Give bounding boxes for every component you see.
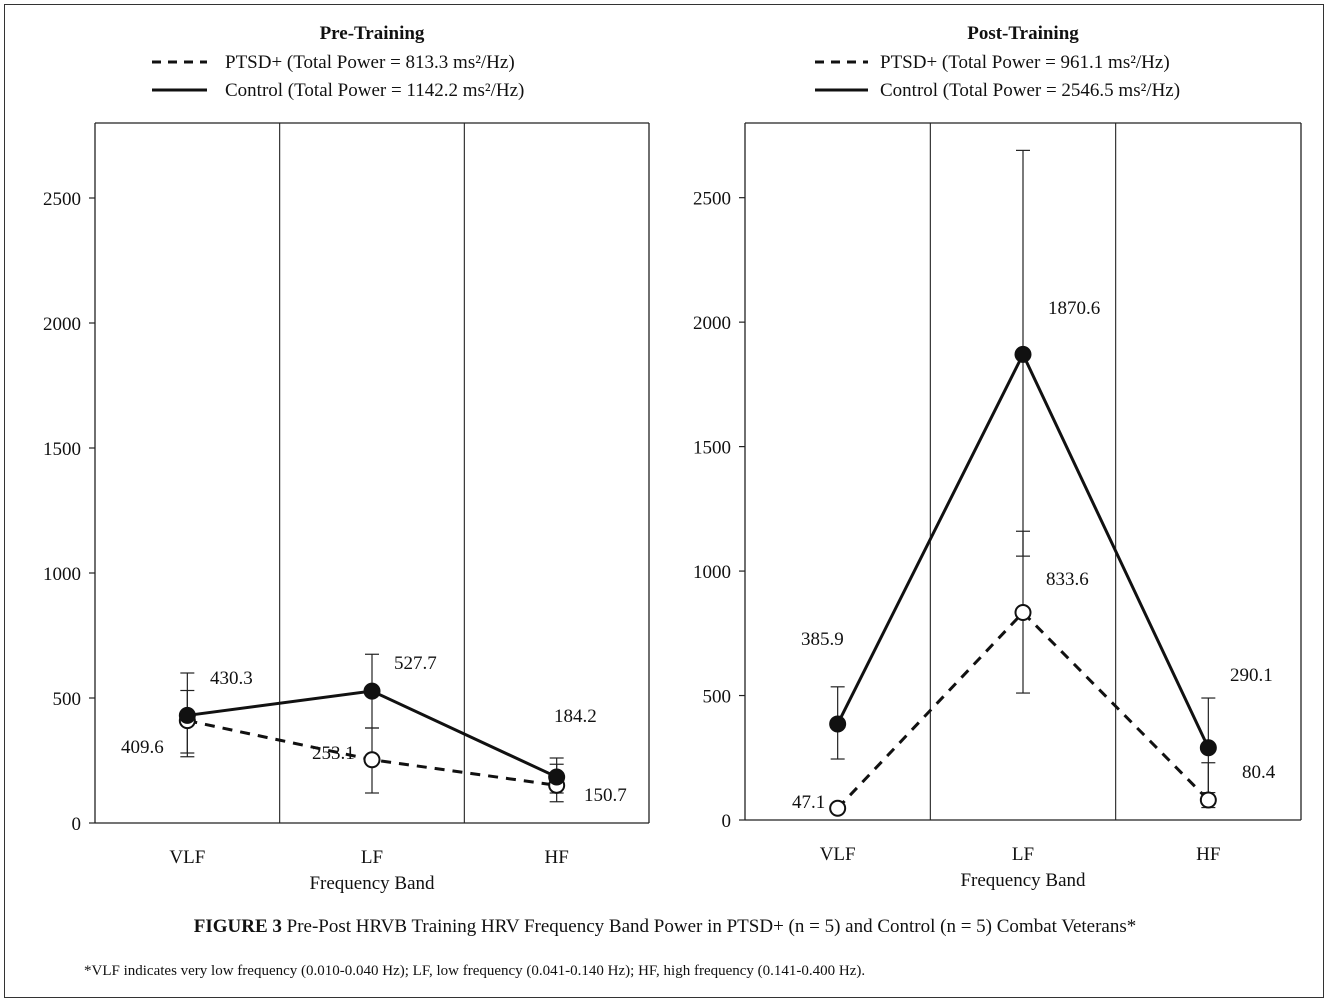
panel2-data-label-control: 385.9: [801, 629, 844, 650]
panel2-y-tick-label: 0: [722, 811, 732, 832]
panel2-data-label-control: 1870.6: [1048, 298, 1100, 319]
panel2-data-label-ptsd: 47.1: [792, 792, 825, 813]
panel1-title: Pre-Training: [320, 23, 425, 44]
figure-footnote: *VLF indicates very low frequency (0.010…: [84, 963, 866, 979]
panel1-legend-label-control: Control (Total Power = 1142.2 ms²/Hz): [225, 80, 524, 101]
panel1-x-tick-label: HF: [545, 847, 569, 868]
panel1-data-point-control: [363, 682, 381, 700]
panel1-y-tick-label: 500: [53, 689, 82, 710]
panel2-x-tick-label: HF: [1196, 844, 1220, 865]
panel1-data-label-control: 430.3: [210, 668, 253, 689]
panel1-data-label-ptsd: 253.1: [312, 743, 355, 764]
panel2-data-point-ptsd: [829, 799, 847, 817]
panel1-y-tick-label: 1500: [43, 439, 81, 460]
panel1-data-label-control: 184.2: [554, 706, 597, 727]
panel2-y-tick-label: 1500: [693, 438, 731, 459]
panel2-title: Post-Training: [967, 23, 1079, 44]
panel1-data-point-control: [548, 768, 566, 786]
figure-label: FIGURE 3: [193, 916, 282, 937]
panel1-data-point-ptsd: [363, 751, 381, 769]
panel2-data-point-control: [829, 715, 847, 733]
panel2-legend-label-control: Control (Total Power = 2546.5 ms²/Hz): [880, 80, 1180, 101]
panel1-data-point-control: [178, 706, 196, 724]
panel1-data-label-ptsd: 150.7: [584, 785, 627, 806]
panel2-x-axis-title: Frequency Band: [960, 870, 1086, 891]
panel1-y-tick-label: 2500: [43, 189, 81, 210]
panel1-data-label-control: 527.7: [394, 653, 437, 674]
panel2-data-label-ptsd: 80.4: [1242, 762, 1276, 783]
panel2-y-tick-label: 2000: [693, 313, 731, 334]
panel2-x-tick-label: VLF: [820, 844, 856, 865]
figure-frame: [4, 4, 1324, 998]
panel2-data-point-control: [1199, 739, 1217, 757]
panel1-x-tick-label: LF: [361, 847, 383, 868]
panel2-data-label-ptsd: 833.6: [1046, 569, 1089, 590]
panel2-x-tick-label: LF: [1012, 844, 1034, 865]
panel2-data-point-control: [1014, 345, 1032, 363]
panel1-y-tick-label: 2000: [43, 314, 81, 335]
panel1-y-tick-label: 1000: [43, 564, 81, 585]
panel2-data-point-ptsd: [1014, 603, 1032, 621]
panel2-data-point-ptsd: [1199, 791, 1217, 809]
panel2-y-tick-label: 500: [703, 687, 732, 708]
panel2-y-tick-label: 1000: [693, 562, 731, 583]
panel2-legend-label-ptsd: PTSD+ (Total Power = 961.1 ms²/Hz): [880, 52, 1170, 73]
panel1-x-axis-title: Frequency Band: [309, 873, 435, 894]
panel2-data-label-control: 290.1: [1230, 665, 1273, 686]
panel1-x-tick-label: VLF: [169, 847, 205, 868]
figure-caption: FIGURE 3 Pre-Post HRVB Training HRV Freq…: [0, 916, 1330, 938]
panel1-y-tick-label: 0: [72, 814, 82, 835]
panel1-legend-label-ptsd: PTSD+ (Total Power = 813.3 ms²/Hz): [225, 52, 515, 73]
panel2-y-tick-label: 2500: [693, 189, 731, 210]
figure-caption-text: Pre-Post HRVB Training HRV Frequency Ban…: [286, 916, 1137, 937]
panel1-data-label-ptsd: 409.6: [121, 737, 164, 758]
